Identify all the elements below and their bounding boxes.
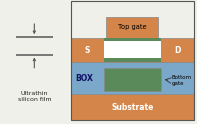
Bar — [104, 58, 161, 62]
Bar — [71, 38, 194, 62]
Bar — [106, 17, 158, 38]
Text: Ultrathin
silicon film: Ultrathin silicon film — [18, 91, 51, 102]
Bar — [71, 62, 194, 94]
Bar — [104, 38, 161, 41]
Bar — [104, 38, 161, 62]
Text: S: S — [85, 46, 90, 55]
Bar — [71, 94, 194, 120]
Bar — [71, 1, 194, 120]
Bar — [104, 68, 161, 91]
Text: BOX: BOX — [75, 74, 93, 82]
Text: Bottom
gate: Bottom gate — [171, 75, 191, 86]
Text: Top gate: Top gate — [118, 24, 147, 30]
Text: D: D — [174, 46, 181, 55]
Text: Substrate: Substrate — [111, 103, 154, 112]
